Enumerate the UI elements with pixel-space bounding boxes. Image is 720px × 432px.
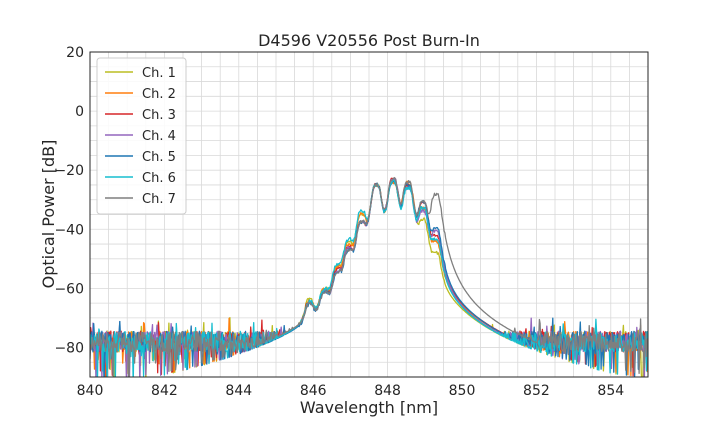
x-tick-label: 840 <box>77 383 104 399</box>
legend-label: Ch. 1 <box>142 66 176 81</box>
legend-label: Ch. 6 <box>142 171 176 186</box>
series-line <box>90 176 648 377</box>
x-tick-label: 852 <box>523 383 550 399</box>
chart-legend: Ch. 1 Ch. 2 Ch. 3 Ch. 4 Ch. 5 Ch. 6 Ch. 7 <box>96 57 187 215</box>
legend-label: Ch. 5 <box>142 150 176 165</box>
y-tick-label: −80 <box>54 340 84 356</box>
series-layer <box>90 176 648 377</box>
y-tick-label: −20 <box>54 163 84 179</box>
x-tick-label: 848 <box>374 383 401 399</box>
x-tick-label: 844 <box>225 383 252 399</box>
chart-title: D4596 V20556 Post Burn-In <box>258 31 480 50</box>
legend-label: Ch. 3 <box>142 108 176 123</box>
legend-label: Ch. 4 <box>142 129 176 144</box>
x-axis-label: Wavelength [nm] <box>300 398 438 417</box>
chart-axes: 840 842 844 846 848 850 852 854 20 0 −20 −40 −60 −80 <box>54 45 649 399</box>
legend-box <box>96 57 187 215</box>
y-tick-label: 20 <box>66 45 84 61</box>
legend-label: Ch. 2 <box>142 87 176 102</box>
plot-frame <box>89 51 649 378</box>
y-tick-label: −60 <box>54 281 84 297</box>
x-tick-label: 850 <box>449 383 476 399</box>
legend-label: Ch. 7 <box>142 192 176 207</box>
x-tick-label: 842 <box>151 383 178 399</box>
x-tick-label: 854 <box>597 383 624 399</box>
y-tick-label: 0 <box>75 104 84 120</box>
y-axis-label: Optical Power [dB] <box>39 140 58 289</box>
x-tick-label: 846 <box>300 383 327 399</box>
y-tick-label: −40 <box>54 222 84 238</box>
